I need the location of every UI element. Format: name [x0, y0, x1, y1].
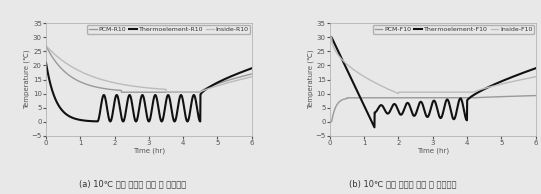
- Thermoelement-F10: [371, 126, 378, 128]
- Inside-F10: [489, 85, 495, 87]
- PCM-R10: [205, 86, 212, 88]
- PCM-F10: [526, 95, 533, 97]
- Line: Thermoelement-F10: Thermoelement-F10: [330, 37, 536, 127]
- Line: Thermoelement-R10: Thermoelement-R10: [46, 63, 252, 121]
- Legend: PCM-R10, Thermoelement-R10, Inside-R10: PCM-R10, Thermoelement-R10, Inside-R10: [87, 24, 250, 34]
- Thermoelement-R10: [242, 69, 249, 72]
- Inside-R10: [43, 45, 49, 47]
- Thermoelement-F10: [327, 36, 333, 38]
- PCM-F10: [421, 97, 428, 99]
- Y-axis label: Temperature (℃): Temperature (℃): [24, 50, 30, 109]
- Legend: PCM-F10, Thermoelement-F10, Inside-F10: PCM-F10, Thermoelement-F10, Inside-F10: [373, 24, 535, 34]
- PCM-F10: [327, 121, 333, 123]
- Inside-F10: [421, 91, 428, 93]
- PCM-F10: [489, 96, 495, 98]
- PCM-F10: [427, 97, 433, 99]
- Inside-R10: [163, 91, 169, 93]
- PCM-F10: [526, 95, 533, 97]
- Line: Inside-F10: Inside-F10: [330, 37, 536, 94]
- PCM-R10: [248, 73, 255, 75]
- Thermoelement-F10: [489, 84, 495, 87]
- Inside-R10: [248, 76, 255, 78]
- Thermoelement-R10: [53, 100, 60, 103]
- PCM-R10: [118, 91, 124, 93]
- Inside-F10: [427, 91, 433, 93]
- Thermoelement-F10: [337, 55, 344, 57]
- Thermoelement-R10: [143, 110, 149, 113]
- Thermoelement-F10: [427, 110, 433, 113]
- Inside-F10: [526, 77, 533, 79]
- Thermoelement-F10: [421, 110, 428, 112]
- PCM-F10: [532, 94, 539, 97]
- PCM-R10: [242, 74, 249, 77]
- PCM-R10: [143, 91, 149, 93]
- X-axis label: Time (hr): Time (hr): [417, 147, 449, 154]
- Text: (a) 10℃ 상온 잠열재 사용 시 온도변화: (a) 10℃ 상온 잠열재 사용 시 온도변화: [79, 179, 186, 188]
- Line: PCM-F10: PCM-F10: [330, 96, 536, 122]
- Inside-F10: [532, 76, 539, 78]
- PCM-R10: [43, 45, 49, 47]
- Inside-R10: [242, 77, 249, 79]
- Inside-R10: [137, 86, 144, 88]
- Thermoelement-F10: [532, 67, 539, 69]
- Thermoelement-F10: [526, 69, 533, 72]
- Thermoelement-R10: [94, 120, 101, 123]
- Thermoelement-R10: [43, 61, 49, 64]
- Thermoelement-R10: [248, 67, 255, 69]
- Inside-F10: [395, 92, 401, 95]
- PCM-F10: [337, 100, 344, 102]
- Thermoelement-F10: [526, 69, 533, 72]
- PCM-R10: [53, 62, 60, 64]
- Inside-F10: [327, 36, 333, 38]
- Inside-F10: [526, 77, 533, 79]
- Inside-R10: [53, 55, 60, 57]
- Text: (b) 10℃ 냉동 잠열재 사용 시 온도변화: (b) 10℃ 냉동 잠열재 사용 시 온도변화: [349, 179, 457, 188]
- Y-axis label: Temperature (℃): Temperature (℃): [308, 50, 314, 109]
- Line: PCM-R10: PCM-R10: [46, 46, 252, 92]
- Inside-R10: [143, 87, 149, 89]
- PCM-R10: [137, 91, 144, 93]
- Thermoelement-R10: [205, 87, 212, 89]
- Thermoelement-R10: [242, 69, 249, 72]
- Line: Inside-R10: Inside-R10: [46, 46, 252, 92]
- Inside-F10: [337, 57, 344, 59]
- X-axis label: Time (hr): Time (hr): [133, 147, 165, 154]
- Thermoelement-R10: [137, 98, 144, 101]
- PCM-R10: [242, 74, 249, 77]
- Inside-R10: [205, 88, 212, 90]
- Inside-R10: [242, 77, 249, 79]
